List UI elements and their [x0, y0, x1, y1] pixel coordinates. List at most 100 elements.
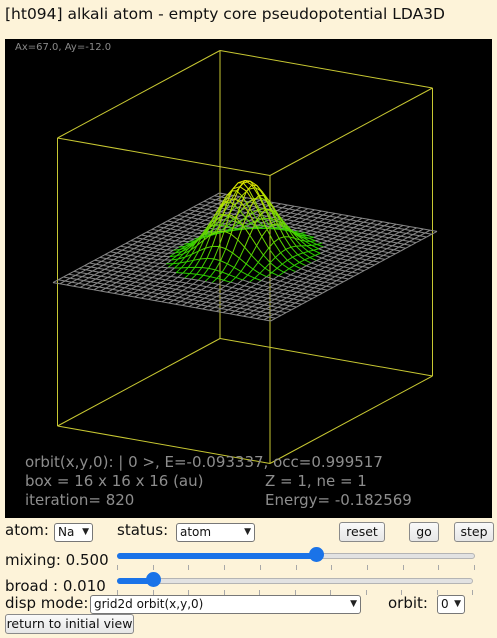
surface-mesh-line: [245, 263, 254, 270]
surface-mesh-line: [112, 274, 120, 277]
surface-mesh-line: [314, 272, 322, 275]
surface-mesh-line: [111, 255, 119, 258]
slider-ticks: [117, 590, 473, 595]
surface-mesh-line: [253, 292, 260, 297]
return-initial-view-button[interactable]: return to initial view: [5, 614, 134, 634]
slider-tick: [474, 565, 475, 570]
surface-mesh-line: [370, 222, 378, 226]
reset-button[interactable]: reset: [339, 522, 385, 542]
surface-mesh-line: [130, 269, 138, 272]
surface-mesh-line: [285, 274, 291, 279]
surface-mesh-line: [313, 248, 319, 251]
atom-select[interactable]: Na ▼: [54, 523, 93, 542]
mixing-slider[interactable]: [117, 547, 475, 570]
surface-mesh-line: [307, 208, 315, 211]
surface-mesh-line: [188, 242, 196, 249]
surface-mesh-line: [402, 224, 410, 228]
surface-mesh-line: [161, 235, 168, 240]
surface-mesh-line: [184, 230, 192, 233]
surface-mesh-line: [100, 290, 108, 293]
surface-mesh-line: [298, 235, 304, 239]
surface-mesh-line: [281, 300, 289, 303]
step-button[interactable]: step: [454, 522, 494, 542]
surface-mesh-line: [234, 310, 242, 313]
surface-mesh-line: [147, 265, 155, 268]
surface-mesh-line: [206, 286, 214, 289]
surface-mesh-line: [356, 217, 363, 222]
surface-mesh-line: [141, 265, 148, 269]
surface-mesh-line: [335, 261, 343, 264]
surface-mesh-line: [381, 250, 389, 254]
surface-mesh-line: [261, 280, 269, 284]
surface-mesh-line: [168, 287, 176, 290]
surface-mesh-line: [106, 258, 114, 261]
orbit-select[interactable]: 0 ▼: [437, 595, 465, 614]
surface-mesh-line: [300, 265, 307, 270]
surface-mesh-line: [197, 274, 204, 281]
surface-mesh-line: [261, 276, 267, 281]
surface-mesh-line: [203, 215, 211, 218]
slider-thumb[interactable]: [309, 547, 324, 562]
surface-mesh-line: [264, 262, 271, 269]
3d-viewport[interactable]: Ax=67.0, Ay=-12.0 orbit(x,y,0): | 0 >, E…: [5, 39, 492, 518]
surface-mesh-line: [341, 226, 347, 230]
surface-mesh-line: [417, 228, 424, 233]
surface-mesh-line: [85, 284, 93, 287]
surface-mesh-line: [395, 235, 402, 240]
surface-mesh-line: [182, 226, 190, 230]
surface-mesh-line: [249, 277, 255, 283]
surface-mesh-line: [313, 249, 321, 254]
surface-mesh-line: [325, 248, 331, 252]
surface-mesh-line: [317, 280, 325, 283]
surface-mesh-line: [126, 273, 133, 278]
surface-mesh-line: [172, 217, 180, 220]
surface-mesh-line: [277, 220, 284, 228]
surface-mesh-line: [182, 287, 189, 291]
surface-mesh-line: [308, 236, 314, 239]
surface-mesh-line: [302, 252, 311, 258]
status-select[interactable]: atom ▼: [176, 523, 255, 542]
surface-mesh-line: [181, 302, 188, 306]
surface-mesh-line: [293, 220, 301, 223]
surface-mesh-line: [404, 228, 412, 232]
surface-mesh-line: [155, 266, 162, 271]
surface-mesh-line: [214, 195, 222, 198]
surface-mesh-line: [107, 259, 114, 264]
surface-mesh-line: [382, 236, 390, 239]
surface-mesh-line: [187, 221, 194, 226]
surface-mesh-line: [140, 249, 148, 252]
surface-mesh-line: [359, 258, 367, 261]
go-button[interactable]: go: [409, 522, 439, 542]
orbital-surface-plot[interactable]: [5, 39, 492, 518]
box-size-info: box = 16 x 16 x 16 (au): [25, 472, 204, 490]
surface-mesh-line: [320, 238, 328, 242]
surface-mesh-line: [115, 248, 123, 251]
surface-mesh-line: [87, 273, 95, 276]
surface-mesh-line: [144, 239, 151, 244]
surface-mesh-line: [378, 242, 386, 246]
surface-mesh-line: [224, 230, 232, 235]
surface-mesh-line: [136, 268, 143, 272]
surface-mesh-line: [78, 265, 85, 270]
surface-mesh-line: [225, 285, 233, 289]
surface-mesh-line: [354, 246, 362, 249]
orbit-select-value: 0: [441, 597, 449, 611]
slider-thumb[interactable]: [146, 572, 161, 587]
surface-mesh-line: [216, 293, 223, 298]
surface-mesh-line: [291, 276, 298, 281]
surface-mesh-line: [153, 293, 159, 298]
surface-mesh-line: [242, 225, 251, 236]
surface-mesh-line: [329, 278, 337, 282]
surface-mesh-line: [167, 220, 175, 223]
surface-mesh-line: [245, 254, 252, 265]
surface-mesh-line: [344, 234, 351, 238]
surface-mesh-line: [138, 289, 146, 292]
surface-mesh-line: [195, 226, 202, 231]
surface-mesh-line: [304, 240, 313, 246]
disp-mode-select[interactable]: grid2d orbit(x,y,0) ▼: [90, 595, 361, 614]
surface-mesh-line: [237, 283, 245, 287]
surface-mesh-line: [143, 284, 149, 288]
broad-slider[interactable]: [117, 572, 473, 595]
surface-mesh-line: [211, 277, 218, 284]
surface-mesh-line: [394, 234, 402, 237]
